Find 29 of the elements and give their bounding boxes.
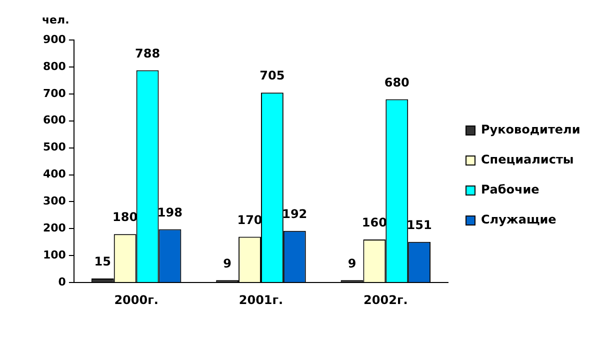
y-tick-label: 600 — [42, 114, 66, 127]
legend-label: Специалисты — [481, 152, 574, 167]
data-label: 705 — [260, 68, 285, 83]
y-tick-label: 400 — [42, 168, 66, 181]
data-label: 151 — [406, 218, 432, 232]
y-tick-label: 700 — [42, 86, 66, 100]
data-label: 160 — [362, 216, 387, 230]
data-label: 198 — [157, 205, 182, 220]
data-label: 9 — [223, 256, 232, 270]
y-tick-label: 0 — [58, 275, 66, 288]
y-tick-label: 900 — [42, 32, 66, 46]
data-label: 680 — [384, 75, 410, 90]
data-label: 9 — [348, 256, 356, 270]
y-tick-label: 200 — [42, 222, 66, 235]
data-label: 180 — [112, 210, 138, 224]
y-tick-label: 100 — [42, 248, 66, 262]
legend-label: Руководители — [481, 122, 580, 137]
x-tick-label: 2002г. — [364, 292, 408, 307]
data-label: 192 — [282, 206, 308, 221]
legend-label: Рабочие — [481, 182, 540, 197]
legend-label: Служащие — [481, 212, 556, 227]
x-tick-label: 2000г. — [114, 292, 158, 307]
data-label: 788 — [134, 46, 160, 60]
y-tick-label: 300 — [42, 194, 66, 208]
x-tick-label: 2001г. — [238, 292, 284, 307]
y-axis-title: чел. — [42, 13, 70, 26]
data-label: 15 — [94, 254, 111, 269]
y-tick-label: 500 — [42, 140, 66, 154]
y-tick-label: 800 — [42, 60, 66, 73]
